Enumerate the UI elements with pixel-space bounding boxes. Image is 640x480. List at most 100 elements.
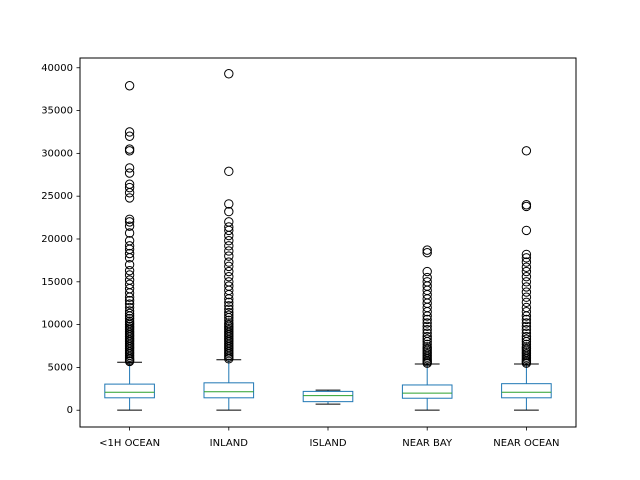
outlier-point — [124, 182, 135, 193]
outlier-point — [422, 318, 432, 328]
y-axis: 0 5000 10000 15000 20000 25000 30000 35000 40000 — [41, 63, 80, 416]
outlier-point — [224, 277, 234, 287]
outlier-point — [224, 251, 234, 261]
box-iqr — [104, 383, 155, 399]
outlier-point — [521, 297, 532, 308]
outlier-point — [224, 217, 234, 227]
outlier-point — [224, 261, 234, 272]
box-group — [501, 146, 552, 411]
outlier-point — [422, 321, 432, 332]
y-tick-label: 10000 — [41, 320, 73, 331]
outlier-point — [224, 297, 234, 308]
outlier-point — [521, 342, 532, 352]
y-tick-label: 40000 — [41, 63, 73, 74]
outlier-point — [124, 270, 135, 280]
outlier-point — [521, 318, 532, 328]
outlier-point — [124, 214, 135, 224]
outlier-point — [124, 193, 135, 203]
outlier-point — [224, 241, 234, 251]
outlier-point — [521, 328, 532, 338]
y-tick-label: 35000 — [41, 106, 73, 117]
outlier-point — [521, 266, 532, 277]
outlier-point — [224, 281, 234, 291]
box-group — [302, 389, 354, 405]
outlier-point — [422, 334, 432, 344]
outlier-point — [224, 236, 234, 246]
outlier-point — [124, 306, 135, 316]
outlier-point — [224, 69, 234, 79]
outlier-point — [521, 314, 532, 325]
outlier-point — [422, 328, 432, 338]
x-tick-label: ISLAND — [309, 438, 346, 449]
outlier-point — [124, 81, 135, 91]
outlier-point — [124, 131, 135, 141]
outlier-point — [224, 318, 234, 328]
outlier-point — [124, 221, 135, 231]
y-tick-label: 25000 — [41, 191, 73, 202]
outlier-point — [521, 287, 532, 297]
outlier-point — [521, 325, 532, 335]
outlier-point — [224, 257, 234, 267]
boxes-layer — [104, 69, 552, 411]
outlier-point — [224, 310, 234, 320]
outlier-point — [521, 200, 532, 210]
outlier-point — [224, 206, 234, 217]
outlier-point — [124, 279, 135, 290]
outlier-point — [124, 299, 135, 309]
outlier-point — [124, 316, 135, 326]
x-tick-label: <1H OCEAN — [99, 438, 160, 449]
outlier-point — [124, 265, 135, 276]
y-tick-label: 15000 — [41, 277, 73, 288]
outlier-point — [224, 199, 234, 209]
outlier-point — [124, 236, 135, 246]
outlier-point — [124, 217, 135, 227]
outlier-point — [422, 342, 432, 352]
box-iqr — [203, 382, 255, 399]
outlier-point — [422, 266, 432, 277]
box-group — [203, 69, 255, 411]
outlier-point — [422, 314, 432, 325]
x-tick-label: NEAR OCEAN — [493, 438, 559, 449]
y-tick-label: 20000 — [41, 234, 73, 245]
outlier-point — [521, 292, 532, 302]
outlier-point — [422, 245, 432, 255]
outlier-point — [224, 315, 234, 326]
outlier-point — [422, 272, 432, 283]
outlier-point — [124, 127, 135, 137]
outlier-point — [224, 266, 234, 277]
outlier-point — [124, 144, 135, 154]
outlier-point — [521, 225, 532, 236]
outlier-point — [521, 253, 532, 263]
outlier-point — [224, 271, 234, 282]
outlier-point — [422, 325, 432, 335]
outlier-point — [521, 249, 532, 260]
y-tick-label: 0 — [67, 405, 73, 416]
outlier-point — [224, 304, 234, 314]
outlier-point — [521, 282, 532, 292]
outlier-point — [422, 277, 432, 287]
box-iqr — [302, 390, 354, 403]
outlier-point — [521, 339, 532, 349]
outlier-point — [422, 331, 432, 342]
box-group — [401, 245, 453, 411]
outlier-point — [124, 308, 135, 319]
box-iqr — [501, 383, 552, 399]
outlier-point — [521, 146, 532, 156]
x-tick-label: INLAND — [210, 438, 249, 449]
y-tick-label: 5000 — [48, 362, 73, 373]
outlier-point — [124, 313, 135, 324]
outlier-point — [422, 339, 432, 349]
outlier-point — [224, 166, 234, 177]
outlier-point — [521, 302, 532, 313]
outlier-point — [521, 262, 532, 272]
outlier-point — [124, 295, 135, 306]
outlier-point — [521, 257, 532, 267]
box-group — [104, 81, 155, 411]
outlier-point — [124, 168, 135, 178]
outlier-point — [224, 246, 234, 256]
outlier-point — [521, 271, 532, 282]
outlier-point — [124, 302, 135, 313]
x-axis: <1H OCEAN INLAND ISLAND NEAR BAY NEAR OCEAN — [99, 427, 560, 449]
